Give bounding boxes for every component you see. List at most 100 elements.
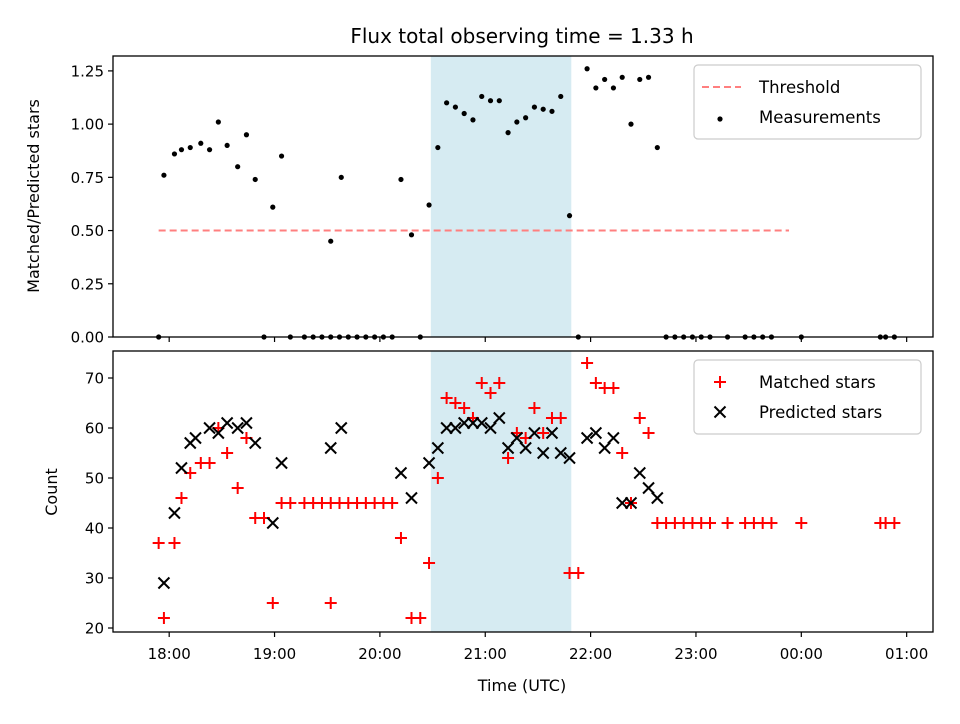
matched-stars-point bbox=[765, 517, 778, 529]
predicted-stars-point bbox=[335, 421, 348, 435]
predicted-stars-point bbox=[475, 416, 488, 430]
measurements-point bbox=[338, 174, 344, 180]
measurements-point bbox=[645, 74, 652, 80]
predicted-stars-point bbox=[175, 461, 188, 475]
bottom-y-tick-label: 30 bbox=[85, 570, 104, 588]
matched-stars-point bbox=[414, 612, 427, 624]
measurements-point bbox=[224, 142, 230, 149]
measurements-point bbox=[531, 104, 538, 110]
matched-stars-point bbox=[475, 377, 488, 389]
matched-stars-point bbox=[152, 537, 165, 549]
bottom-y-tick-label: 70 bbox=[85, 370, 104, 388]
predicted-stars-point bbox=[449, 421, 462, 435]
matched-stars-point bbox=[203, 457, 216, 469]
predicted-stars-point bbox=[249, 436, 262, 450]
matched-stars-point bbox=[386, 497, 399, 509]
legend-measurements-marker bbox=[717, 116, 723, 122]
measurements-point bbox=[637, 76, 643, 83]
predicted-stars-point bbox=[651, 491, 664, 505]
matched-stars-point bbox=[168, 537, 181, 549]
measurements-point bbox=[278, 153, 285, 159]
predicted-stars-point bbox=[554, 446, 567, 460]
predicted-stars-point bbox=[642, 481, 655, 495]
matched-stars-point bbox=[449, 397, 462, 409]
legend-threshold-label: Threshold bbox=[758, 78, 840, 97]
measurements-point bbox=[178, 147, 185, 153]
matched-stars-point bbox=[616, 447, 629, 459]
predicted-stars-point bbox=[440, 421, 453, 435]
measurements-point bbox=[252, 176, 258, 183]
predicted-stars-point bbox=[624, 496, 638, 510]
matched-stars-point bbox=[502, 452, 515, 464]
predicted-stars-point bbox=[598, 441, 611, 455]
x-tick-label: 18:00 bbox=[148, 645, 191, 663]
measurements-point bbox=[470, 117, 476, 123]
measurements-point bbox=[408, 232, 415, 238]
top-legend: Threshold Measurements bbox=[693, 64, 922, 140]
measurements-point bbox=[487, 98, 494, 104]
predicted-stars-point bbox=[189, 431, 202, 445]
measurements-point bbox=[461, 110, 467, 117]
bottom-legend: Matched stars Predicted stars bbox=[693, 359, 922, 435]
x-tick-label: 22:00 bbox=[569, 645, 612, 663]
measurements-point bbox=[540, 106, 546, 112]
top-y-tick-label: 0.25 bbox=[71, 275, 104, 293]
x-tick-label: 00:00 bbox=[780, 645, 823, 663]
bottom-axes-frame bbox=[112, 350, 934, 633]
predicted-stars-point bbox=[157, 576, 171, 590]
legend-predicted-stars-marker bbox=[713, 405, 727, 419]
predicted-stars-point bbox=[616, 496, 629, 510]
predicted-stars-point bbox=[501, 441, 515, 455]
matched-stars-point bbox=[175, 492, 188, 504]
matched-stars-point bbox=[581, 357, 594, 369]
bottom-y-tick-label: 20 bbox=[85, 620, 104, 638]
measurements-point bbox=[215, 119, 221, 125]
measurements-point bbox=[505, 130, 511, 136]
predicted-stars-point bbox=[536, 446, 550, 460]
matched-stars-point bbox=[642, 427, 655, 439]
measurements-point bbox=[235, 164, 241, 170]
measurements-point bbox=[187, 144, 193, 151]
top-legend-box bbox=[693, 64, 922, 140]
predicted-stars-point bbox=[607, 431, 620, 445]
top-y-tick-label: 1.25 bbox=[71, 62, 104, 80]
matched-stars-point bbox=[572, 567, 585, 579]
x-tick-label: 23:00 bbox=[674, 645, 717, 663]
matched-stars-point bbox=[324, 597, 337, 609]
predicted-stars-point bbox=[493, 411, 506, 425]
predicted-stars-point bbox=[203, 421, 216, 435]
top-y-tick-label: 0.75 bbox=[71, 169, 104, 187]
measurements-point bbox=[654, 144, 660, 151]
matched-stars-point bbox=[721, 517, 734, 529]
matched-stars-point bbox=[394, 532, 407, 544]
matched-stars-point bbox=[528, 402, 541, 414]
predicted-stars-point bbox=[563, 451, 576, 465]
measurements-point bbox=[549, 108, 555, 114]
matched-stars-point bbox=[484, 387, 497, 399]
bottom-panel: 20 30 40 50 60 70 18:00 19:00 20:00 21:00 22:00 23:… bbox=[85, 350, 934, 663]
bottom-legend-box bbox=[693, 359, 922, 435]
x-axis-label: Time (UTC) bbox=[477, 676, 566, 695]
top-y-tick-label: 0.50 bbox=[71, 222, 104, 240]
legend-matched-stars-marker bbox=[714, 376, 726, 388]
predicted-stars-point bbox=[528, 426, 541, 440]
predicted-stars-point bbox=[240, 416, 253, 430]
measurements-point bbox=[444, 100, 450, 106]
top-y-tick-label: 0.00 bbox=[71, 329, 104, 347]
predicted-stars-point bbox=[457, 416, 471, 430]
predicted-stars-point bbox=[484, 421, 497, 435]
measurements-point bbox=[452, 104, 458, 110]
matched-stars-point bbox=[795, 517, 808, 529]
matched-stars-point bbox=[231, 482, 244, 494]
predicted-stars-point bbox=[633, 466, 646, 480]
top-panel: 0.00 0.25 0.50 0.75 1.00 1.25 Threshold Measure… bbox=[71, 55, 934, 347]
matched-stars-point bbox=[554, 412, 567, 424]
predicted-stars-point bbox=[510, 431, 524, 445]
predicted-stars-point bbox=[231, 421, 244, 435]
matched-stars-point bbox=[266, 597, 279, 609]
matched-stars-point bbox=[458, 402, 471, 414]
measurements-point bbox=[426, 202, 432, 208]
measurements-point bbox=[328, 238, 334, 244]
matched-stars-point bbox=[633, 412, 646, 424]
